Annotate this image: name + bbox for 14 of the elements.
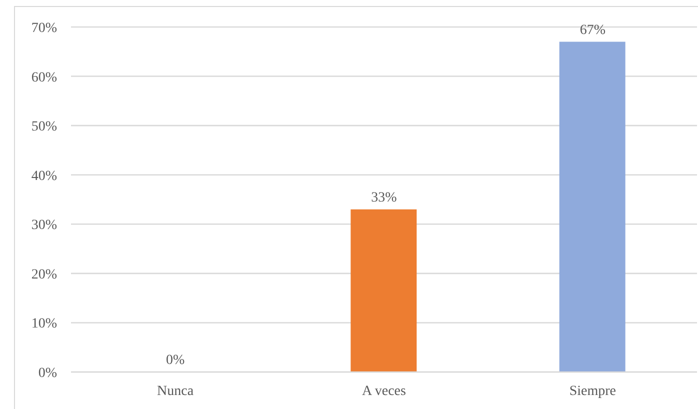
x-tick-label: A veces: [362, 384, 406, 399]
y-tick-label: 0%: [38, 366, 58, 381]
x-tick-label: Siempre: [569, 384, 616, 399]
y-tick-label: 70%: [31, 20, 58, 36]
y-tick-label: 10%: [31, 316, 58, 332]
y-tick-label: 30%: [31, 218, 58, 234]
data-label: 33%: [371, 190, 398, 206]
y-tick-label: 40%: [31, 168, 58, 184]
x-tick-label: Nunca: [157, 384, 194, 399]
y-tick-label: 50%: [31, 120, 58, 135]
y-tick-label: 20%: [31, 267, 58, 282]
data-label: 67%: [580, 22, 606, 38]
data-label: 0%: [166, 353, 185, 368]
y-tick-label: 60%: [31, 70, 58, 86]
